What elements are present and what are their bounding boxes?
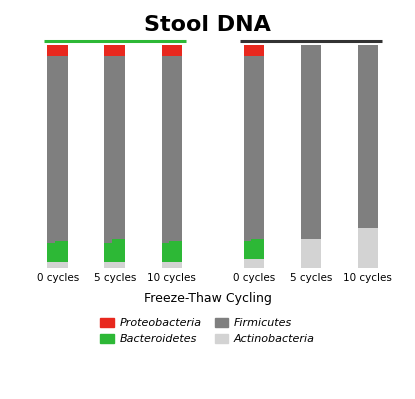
Bar <box>308 239 321 268</box>
Bar <box>112 56 125 239</box>
Bar <box>55 241 68 262</box>
Bar <box>55 262 68 268</box>
Legend: Proteobacteria, Bacteroidetes, Firmicutes, Actinobacteria: Proteobacteria, Bacteroidetes, Firmicute… <box>96 314 319 349</box>
Bar <box>161 262 174 268</box>
Bar <box>47 243 60 262</box>
Bar <box>55 45 68 56</box>
Bar <box>300 45 313 239</box>
Bar <box>244 45 256 56</box>
Bar <box>161 45 174 56</box>
Bar <box>112 45 125 56</box>
Bar <box>105 262 117 268</box>
Bar <box>169 45 182 56</box>
Bar <box>112 239 125 262</box>
Bar <box>55 56 68 241</box>
Bar <box>169 56 182 241</box>
Bar <box>358 228 371 268</box>
Bar <box>161 243 174 262</box>
Bar <box>244 241 256 259</box>
Bar <box>105 56 117 243</box>
X-axis label: Freeze-Thaw Cycling: Freeze-Thaw Cycling <box>144 292 271 305</box>
Bar <box>169 241 182 262</box>
Bar <box>161 56 174 243</box>
Bar <box>358 45 371 228</box>
Bar <box>251 259 264 268</box>
Bar <box>169 262 182 268</box>
Bar <box>105 45 117 56</box>
Bar <box>366 228 378 268</box>
Bar <box>251 56 264 239</box>
Bar <box>300 239 313 268</box>
Bar <box>47 56 60 243</box>
Bar <box>308 45 321 239</box>
Bar <box>366 45 378 228</box>
Bar <box>112 262 125 268</box>
Bar <box>251 45 264 56</box>
Title: Stool DNA: Stool DNA <box>144 15 271 35</box>
Bar <box>47 262 60 268</box>
Bar <box>251 239 264 259</box>
Bar <box>244 259 256 268</box>
Bar <box>47 45 60 56</box>
Bar <box>244 56 256 241</box>
Bar <box>105 243 117 262</box>
